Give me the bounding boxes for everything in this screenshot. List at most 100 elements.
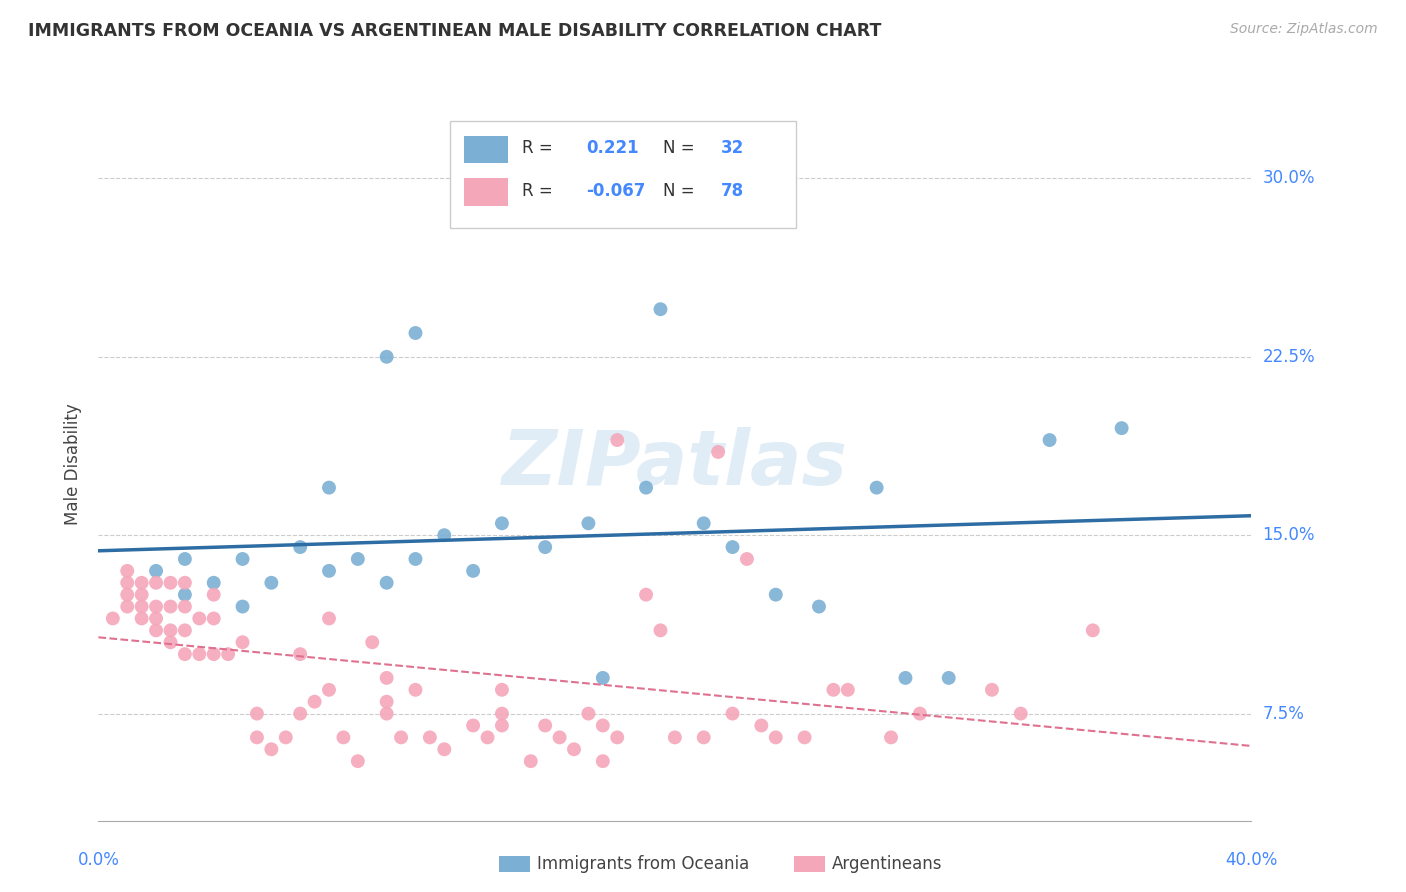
Point xyxy=(606,731,628,745)
Text: N =: N = xyxy=(664,182,695,200)
Point xyxy=(981,682,1004,697)
Point xyxy=(346,552,368,566)
Text: Source: ZipAtlas.com: Source: ZipAtlas.com xyxy=(1230,22,1378,37)
Point xyxy=(217,647,239,661)
Point xyxy=(117,599,138,614)
Point xyxy=(908,706,931,721)
Point xyxy=(145,611,167,625)
Point xyxy=(534,718,557,732)
Point xyxy=(693,731,716,745)
Point xyxy=(260,742,283,756)
Point xyxy=(101,611,124,625)
Point xyxy=(159,575,181,590)
Point xyxy=(707,445,730,459)
Point xyxy=(131,599,153,614)
Point xyxy=(636,588,658,602)
Point xyxy=(202,588,225,602)
Point xyxy=(721,706,744,721)
Point xyxy=(159,635,181,649)
Point xyxy=(361,635,384,649)
Point xyxy=(1111,421,1133,435)
Point xyxy=(145,624,167,638)
Point xyxy=(174,575,197,590)
Point xyxy=(562,742,585,756)
Text: 0.0%: 0.0% xyxy=(77,851,120,869)
Point xyxy=(807,599,830,614)
Point xyxy=(290,540,312,554)
Point xyxy=(664,731,686,745)
Point xyxy=(174,552,197,566)
Point xyxy=(260,575,283,590)
Point xyxy=(375,575,398,590)
Point xyxy=(765,731,787,745)
Point xyxy=(131,611,153,625)
Point xyxy=(174,624,197,638)
Point xyxy=(578,516,600,531)
Point xyxy=(837,682,859,697)
Point xyxy=(131,575,153,590)
Point xyxy=(491,516,513,531)
Text: 78: 78 xyxy=(721,182,744,200)
Point xyxy=(1038,433,1062,447)
Point xyxy=(290,706,312,721)
Text: 32: 32 xyxy=(721,139,744,157)
Point xyxy=(751,718,773,732)
Point xyxy=(534,540,557,554)
Point xyxy=(606,433,628,447)
Point xyxy=(461,564,484,578)
Text: IMMIGRANTS FROM OCEANIA VS ARGENTINEAN MALE DISABILITY CORRELATION CHART: IMMIGRANTS FROM OCEANIA VS ARGENTINEAN M… xyxy=(28,22,882,40)
Text: Immigrants from Oceania: Immigrants from Oceania xyxy=(537,855,749,873)
Point xyxy=(405,682,427,697)
Point xyxy=(231,552,254,566)
Text: -0.067: -0.067 xyxy=(586,182,645,200)
Text: Argentineans: Argentineans xyxy=(832,855,943,873)
Point xyxy=(765,588,787,602)
Point xyxy=(318,682,340,697)
Point xyxy=(174,588,197,602)
Point xyxy=(578,706,600,721)
Point xyxy=(1081,624,1104,638)
Point xyxy=(318,481,340,495)
Point xyxy=(433,742,456,756)
Text: 30.0%: 30.0% xyxy=(1263,169,1315,187)
Point xyxy=(117,575,138,590)
Point xyxy=(159,599,181,614)
Point xyxy=(693,516,716,531)
Text: R =: R = xyxy=(522,182,553,200)
Point xyxy=(419,731,441,745)
Point xyxy=(246,706,269,721)
Point xyxy=(721,540,744,554)
Point xyxy=(477,731,499,745)
Point xyxy=(650,624,672,638)
Text: N =: N = xyxy=(664,139,695,157)
Point xyxy=(174,647,197,661)
Point xyxy=(202,575,225,590)
Point xyxy=(290,647,312,661)
Point xyxy=(548,731,571,745)
FancyBboxPatch shape xyxy=(450,121,796,228)
Bar xyxy=(464,136,508,162)
Point xyxy=(389,731,412,745)
Point xyxy=(318,611,340,625)
Point xyxy=(650,302,672,317)
Point xyxy=(346,754,368,768)
Point xyxy=(332,731,354,745)
Point xyxy=(202,647,225,661)
Bar xyxy=(464,178,508,205)
Point xyxy=(592,671,614,685)
Text: 7.5%: 7.5% xyxy=(1263,705,1305,723)
Point xyxy=(246,731,269,745)
Point xyxy=(117,588,138,602)
Text: 0.221: 0.221 xyxy=(586,139,638,157)
Point xyxy=(433,528,456,542)
Point xyxy=(491,682,513,697)
Point xyxy=(894,671,917,685)
Point xyxy=(188,611,211,625)
Point xyxy=(375,695,398,709)
Point xyxy=(145,564,167,578)
Point xyxy=(274,731,297,745)
Point xyxy=(375,706,398,721)
Point xyxy=(735,552,758,566)
Point xyxy=(202,611,225,625)
Point xyxy=(375,350,398,364)
